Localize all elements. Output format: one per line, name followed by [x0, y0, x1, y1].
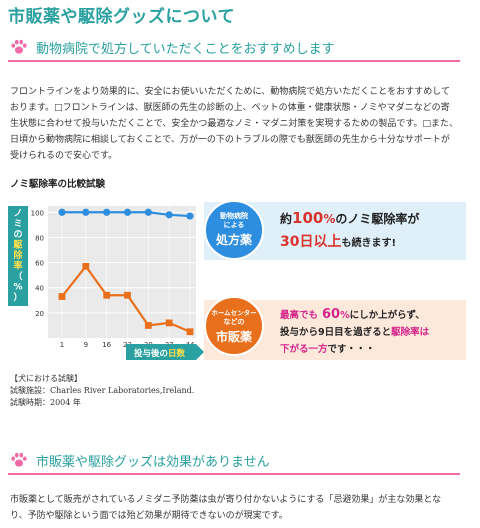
series-point-0: [123, 208, 132, 216]
callout-bottom-line1: 最高でも 60%にしか上がらず、: [280, 307, 425, 322]
callout-bottom-line2: 投与から9日目を過ぎると駆除率は: [280, 326, 430, 338]
callout-top-em: 30日以上: [280, 234, 341, 250]
x-tick-label: 1: [60, 341, 64, 349]
chart-title: ノミ駆除率の比較試験: [10, 179, 106, 190]
x-tick-label: 9: [84, 341, 88, 349]
callout-bottom-l2a: 投与から9日目を過ぎると: [280, 326, 391, 338]
section-heading-text: 動物病院で処方していただくことをおすすめします: [36, 41, 335, 57]
series-point-1: [186, 328, 194, 336]
callout-bottom-l3b: です・・・: [328, 344, 376, 355]
xlabel-pre: 投与後の: [134, 348, 168, 359]
plot-area: [48, 206, 196, 338]
ylabel-char: 率: [13, 260, 22, 272]
callout-top-line2-after: も続きます!: [341, 236, 396, 249]
series-point-1: [165, 319, 173, 327]
ylabel-char: ノ: [13, 208, 22, 219]
series-point-0: [165, 211, 173, 219]
note-line: 試験施設：Charles River Laboratories,Ireland.: [10, 386, 195, 395]
otc-badge-line2: などの: [224, 317, 245, 326]
ylabel-char: ミ: [13, 219, 22, 230]
xlabel-em: 日数: [168, 348, 186, 359]
series-point-0: [144, 208, 152, 216]
series-point-0: [58, 208, 66, 216]
page-title: 市販薬や駆除グッズについて: [8, 7, 235, 27]
ylabel-char: 除: [13, 249, 23, 261]
y-tick-label: 40: [35, 285, 44, 293]
callout-bottom-line3: 下がる一方です・・・: [280, 343, 375, 355]
y-tick-label: 80: [35, 234, 44, 242]
xlabel-text: 投与後の日数: [134, 348, 186, 359]
callout-top-line1: 約100%のノミ駆除率が: [280, 209, 419, 227]
y-tick-label: 20: [35, 310, 44, 318]
callout-top-num: 100: [292, 209, 323, 227]
y-tick-label: 100: [31, 209, 44, 217]
series-point-1: [103, 291, 111, 299]
prescription-badge-main: 処方薬: [215, 232, 252, 247]
series-point-1: [82, 262, 90, 270]
callout-bottom-l3em: 下がる一方: [280, 343, 328, 355]
ylabel-char: 駆: [12, 240, 22, 251]
callout-bottom-l1b: にしか上がらず、: [350, 309, 425, 321]
callout-bottom-l2em: 駆除率は: [390, 326, 430, 338]
ylabel-char: %: [13, 283, 22, 293]
ylabel-char: ）: [13, 292, 22, 303]
section-heading-prescription: 動物病院で処方していただくことをおすすめします: [8, 34, 460, 62]
otc-badge-main: 市販薬: [216, 329, 252, 344]
section1-paragraph: フロントラインをより効果的に、安全にお使いいただくために、動物病院で処方いただく…: [10, 87, 458, 161]
otc-badge: [204, 296, 264, 356]
prescription-badge-line1: 動物病院: [220, 211, 248, 220]
test-notes: 【犬における試験】 試験施設：Charles River Laboratorie…: [10, 373, 194, 409]
series-point-1: [58, 293, 66, 300]
callout-bottom-num: 60: [322, 307, 340, 322]
section-heading-otc: 市販薬や駆除グッズは効果がありません: [8, 447, 460, 475]
ylabel-char: （: [13, 271, 22, 282]
series-point-0: [103, 208, 111, 216]
ylabel-char: の: [13, 229, 22, 240]
section2-body: 市販薬として販売がされているノミダニ予防薬は虫が寄り付かないようにする「忌避効果…: [10, 492, 458, 524]
callout-top-line2: 30日以上も続きます!: [280, 234, 396, 250]
series-point-0: [82, 208, 90, 216]
series-point-0: [186, 212, 194, 220]
y-tick-label: 60: [35, 260, 44, 268]
callout-top-pct: %: [323, 212, 335, 226]
section2-paragraph: 市販薬として販売がされているノミダニ予防薬は虫が寄り付かないようにする「忌避効果…: [10, 495, 442, 521]
ylabel-band: [8, 206, 28, 306]
section1-body: フロントラインをより効果的に、安全にお使いいただくために、動物病院で処方いただく…: [10, 84, 458, 164]
prescription-badge: [204, 200, 264, 260]
callout-bottom-pct: %: [340, 310, 350, 321]
callout-top-after: のノミ駆除率が: [335, 211, 419, 226]
note-line: 試験時期：2004 年: [10, 398, 81, 407]
paw-icon: [11, 39, 27, 54]
otc-badge-line1: ホームセンター: [211, 308, 256, 317]
callout-top-pre: 約: [280, 211, 292, 226]
series-point-1: [124, 291, 131, 299]
prescription-badge-line2: による: [224, 221, 245, 229]
paw-icon: [11, 452, 27, 467]
x-tick-label: 16: [102, 341, 111, 349]
note-line: 【犬における試験】: [10, 374, 82, 383]
section-heading-text: 市販薬や駆除グッズは効果がありません: [36, 454, 270, 470]
series-point-1: [144, 322, 152, 329]
xlabel-band: [126, 344, 204, 360]
callout-bottom-l1a: 最高でも: [280, 309, 318, 321]
